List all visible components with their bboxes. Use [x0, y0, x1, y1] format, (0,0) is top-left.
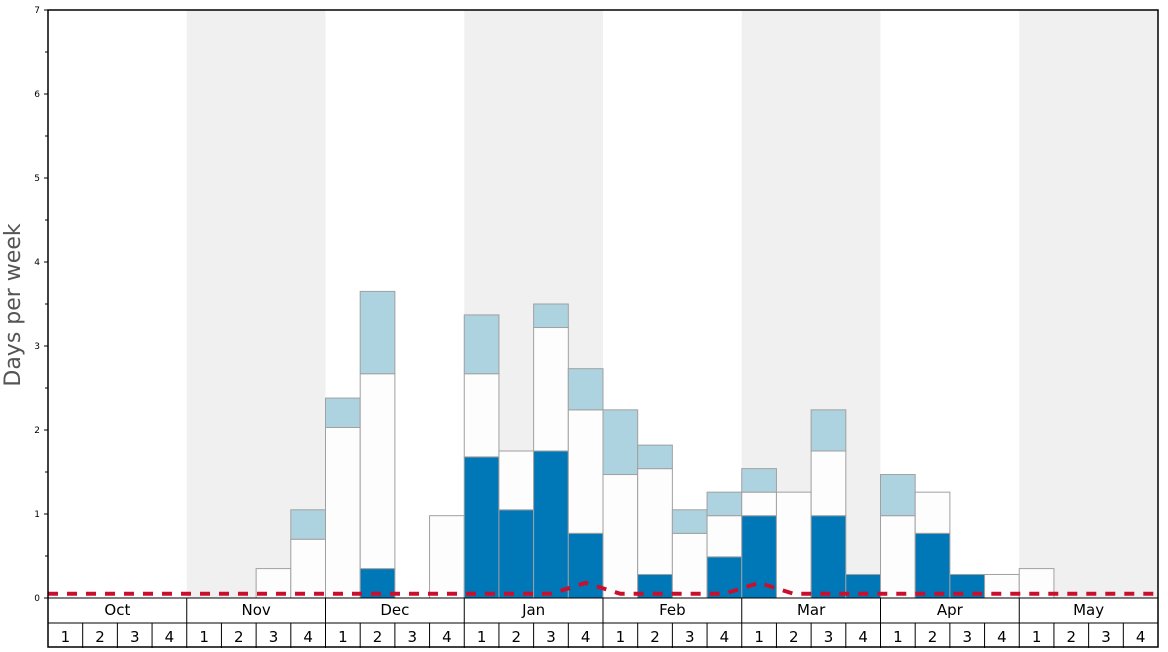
x-week-label: 3: [824, 628, 834, 646]
x-week-label: 1: [893, 628, 903, 646]
x-week-label: 4: [581, 628, 591, 646]
x-week-label: 2: [789, 628, 799, 646]
y-tick-label: 5: [34, 174, 40, 184]
y-tick-label: 3: [34, 342, 40, 352]
bar-segment: [671, 532, 708, 599]
bar-segment: [880, 474, 916, 517]
x-week-label: 4: [1136, 628, 1146, 646]
bar-segment: [914, 532, 951, 599]
x-week-label: 1: [199, 628, 209, 646]
bar-segment: [498, 509, 535, 599]
month-band: [48, 10, 187, 598]
bar-segment: [741, 491, 777, 517]
x-week-label: 3: [1101, 628, 1111, 646]
y-tick-label: 6: [34, 90, 40, 100]
x-week-label: 3: [685, 628, 695, 646]
bar-segment: [741, 468, 777, 493]
bar-segment: [463, 314, 500, 375]
x-week-label: 1: [338, 628, 348, 646]
x-month-label: May: [1073, 601, 1104, 619]
x-week-label: 2: [373, 628, 383, 646]
x-week-label: 1: [61, 628, 71, 646]
x-month-label: Oct: [104, 601, 130, 619]
bar-segment: [359, 373, 396, 570]
y-axis-label: Days per week: [1, 223, 26, 386]
x-week-label: 4: [720, 628, 730, 646]
bar-segment: [810, 409, 847, 452]
x-month-label: Mar: [797, 601, 826, 619]
x-week-label: 2: [512, 628, 522, 646]
y-tick-label: 0: [34, 594, 40, 604]
y-tick-label: 4: [34, 258, 40, 268]
bar-segment: [637, 468, 673, 575]
bar-segment: [637, 444, 673, 470]
x-week-label: 2: [1067, 628, 1077, 646]
bar-segment: [602, 474, 639, 599]
bar-segment: [533, 303, 569, 329]
x-month-label: Dec: [380, 601, 409, 619]
bar-segment: [325, 397, 361, 428]
x-week-label: 4: [858, 628, 868, 646]
bar-segment: [914, 491, 951, 534]
x-week-label: 4: [997, 628, 1007, 646]
bar-segment: [290, 538, 326, 599]
x-week-label: 3: [962, 628, 972, 646]
x-week-label: 4: [442, 628, 452, 646]
month-band: [1019, 10, 1158, 598]
x-week-label: 3: [407, 628, 417, 646]
x-week-label: 2: [95, 628, 105, 646]
bar-segment: [706, 515, 743, 558]
bar-segment: [810, 515, 847, 599]
bar-segment: [880, 515, 916, 599]
bar-segment: [706, 491, 743, 517]
bar-segment: [533, 327, 569, 452]
bar-segment: [602, 409, 639, 476]
x-month-label: Feb: [659, 601, 686, 619]
bar-segment: [567, 409, 604, 534]
x-week-label: 4: [303, 628, 313, 646]
x-week-label: 1: [1032, 628, 1042, 646]
x-week-label: 1: [477, 628, 487, 646]
x-week-label: 3: [130, 628, 140, 646]
bar-segment: [498, 450, 535, 511]
x-week-label: 2: [928, 628, 938, 646]
bar-segment: [429, 515, 465, 599]
y-tick-label: 1: [34, 510, 40, 520]
x-week-label: 3: [269, 628, 279, 646]
bar-segment: [290, 509, 326, 540]
bar-segment: [671, 509, 708, 534]
x-week-label: 3: [546, 628, 556, 646]
x-month-label: Nov: [241, 601, 270, 619]
x-week-label: 1: [754, 628, 764, 646]
y-tick-label: 7: [34, 6, 40, 16]
x-axis-month-week-table: Oct 1 2 3 4 Nov 1 2 3 4 Dec 1 2 3 4 Jan 1 2 3 4 Feb 1 2 3 4 Mar 1 2…: [48, 597, 1158, 648]
x-week-label: 4: [165, 628, 175, 646]
bar-segment: [325, 426, 361, 599]
bar-segment: [1018, 568, 1055, 599]
x-month-label: Apr: [937, 601, 964, 619]
month-band: [186, 10, 326, 598]
x-week-label: 2: [234, 628, 244, 646]
bar-segment: [463, 373, 500, 458]
bar-segment: [463, 456, 500, 599]
dashed-line-series: [48, 580, 1158, 596]
bar-segment: [533, 450, 569, 599]
bar-segment: [810, 450, 847, 517]
x-month-label: Jan: [521, 601, 545, 619]
x-week-label: 1: [616, 628, 626, 646]
bar-segment: [567, 368, 604, 411]
bar-segment: [775, 491, 812, 599]
x-week-label: 2: [650, 628, 660, 646]
dashed-line: [48, 580, 1158, 596]
bar-segment: [359, 290, 396, 375]
y-tick-label: 2: [34, 426, 40, 436]
